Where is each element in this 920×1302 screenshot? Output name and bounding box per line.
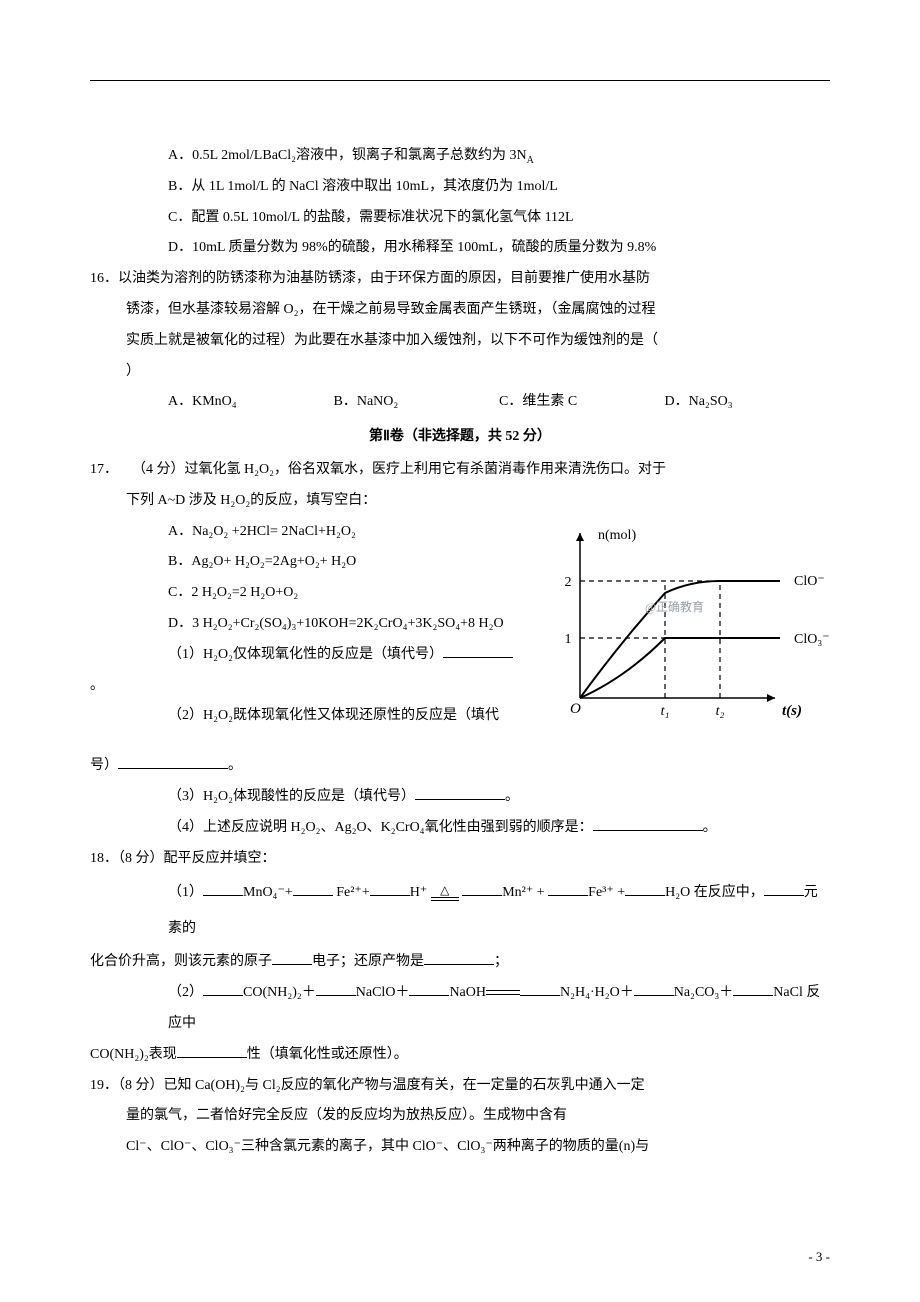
- q15-opt-b: B．从 1L 1mol/L 的 NaCl 溶液中取出 10mL，其浓度仍为 1m…: [168, 172, 830, 203]
- q19-num: 19．: [90, 1078, 118, 1093]
- q15-opt-c: C．配置 0.5L 10mol/L 的盐酸，需要标准状况下的氯化氢气体 112L: [168, 203, 830, 234]
- delta-eq-icon: △: [431, 884, 459, 901]
- q16-stem4: ）: [126, 357, 830, 388]
- q17-p2-line2: 号） 。: [90, 751, 830, 782]
- section2-title: 第Ⅱ卷（非选择题，共 52 分）: [90, 422, 830, 453]
- q17-p4b: 。: [703, 820, 717, 835]
- blank-icon: [316, 981, 356, 996]
- blank-icon: [424, 950, 494, 965]
- blank-icon: [177, 1043, 247, 1058]
- q16-opt-b: B．NaNO₂: [334, 387, 500, 418]
- q16-stem3: 实质上就是被氧化的过程）为此要在水基漆中加入缓蚀剂，以下不可作为缓蚀剂的是（: [126, 326, 830, 357]
- q19-l1: （8 分）已知 Ca(OH)₂与 Cl₂反应的氧化产物与温度有关，在一定量的石灰…: [118, 1078, 645, 1093]
- q18-l2b: CO(NH₂)₂＋: [243, 985, 316, 1000]
- blank-icon: [272, 950, 312, 965]
- q18-l2e: N₂H₄·H₂O＋: [560, 985, 634, 1000]
- q18-l2a: （2）: [168, 985, 203, 1000]
- q18-l1b: MnO₄⁻+: [243, 885, 293, 900]
- q17-num: 17．: [90, 462, 118, 477]
- blank-icon: [409, 981, 449, 996]
- chart-svg: 1 2 n(mol) ClO⁻ ClO₃⁻ t₁ t₂ t(s) O @正确教育: [550, 523, 830, 733]
- blank-icon: [203, 881, 243, 896]
- q15-opt-d: D．10mL 质量分数为 98%的硫酸，用水稀释至 100mL，硫酸的质量分数为…: [168, 233, 830, 264]
- q18-l1e: Mn²⁺ +: [502, 885, 548, 900]
- q18-l2f: Na₂CO₃＋: [674, 985, 734, 1000]
- q18-l1f: Fe³⁺ +: [588, 885, 625, 900]
- q17-p3a: （3）H₂O₂体现酸性的反应是（填代号）: [168, 789, 415, 804]
- q18-l1-line2c: ；: [494, 954, 508, 969]
- blank-icon: [462, 881, 502, 896]
- blank-icon: [548, 881, 588, 896]
- q18-num: 18．: [90, 851, 118, 866]
- chart-xtick-t1: t₁: [661, 704, 670, 719]
- q18-l1g: H₂O 在反应中，: [665, 885, 764, 900]
- q15-opt-a-sub: A: [527, 155, 534, 166]
- blank-icon: [370, 881, 410, 896]
- chart-ytick-1: 1: [565, 632, 572, 647]
- q16-stem2: 锈漆，但水基漆较易溶解 O₂，在干燥之前易导致金属表面产生锈斑，（金属腐蚀的过程: [126, 295, 830, 326]
- q18-l2-line2: CO(NH₂)₂表现 性（填氧化性或还原性）。: [90, 1040, 830, 1071]
- q18: 18．（8 分）配平反应并填空：: [90, 844, 830, 875]
- q18-l2-line2a: CO(NH₂)₂表现: [90, 1047, 177, 1062]
- q19-l3: Cl⁻、ClO⁻、ClO₃⁻三种含氯元素的离子，其中 ClO⁻、ClO₃⁻两种离…: [126, 1132, 830, 1163]
- blank-icon: [764, 881, 804, 896]
- q16: 16．以油类为溶剂的防锈漆称为油基防锈漆，由于环保方面的原因，目前要推广使用水基…: [90, 264, 830, 295]
- blank-icon: [733, 981, 773, 996]
- blank-icon: [118, 754, 228, 769]
- q16-opts: A．KMnO₄ B．NaNO₂ C．维生素 C D．Na₂SO₃: [168, 387, 830, 418]
- chart-origin: O: [570, 701, 581, 717]
- q17-p4: （4）上述反应说明 H₂O₂、Ag₂O、K₂CrO₄氧化性由强到弱的顺序是： 。: [168, 813, 830, 844]
- q18-l2c: NaClO＋: [356, 985, 410, 1000]
- q18-l1: （1） MnO₄⁻+ Fe²⁺+ H⁺ △ Mn²⁺ + Fe³⁺ + H₂O 在反应…: [168, 875, 830, 948]
- q18-l1-line2a: 化合价升高，则该元素的原子: [90, 954, 272, 969]
- blank-icon: [443, 643, 513, 658]
- q18-l2: （2）CO(NH₂)₂＋NaClO＋NaOHN₂H₄·H₂O＋Na₂CO₃＋Na…: [168, 978, 830, 1040]
- q17-p4a: （4）上述反应说明 H₂O₂、Ag₂O、K₂CrO₄氧化性由强到弱的顺序是：: [168, 820, 593, 835]
- blank-icon: [415, 785, 505, 800]
- q17-p3: （3）H₂O₂体现酸性的反应是（填代号） 。: [168, 782, 830, 813]
- chart-container: 1 2 n(mol) ClO⁻ ClO₃⁻ t₁ t₂ t(s) O @正确教育: [550, 523, 830, 746]
- q17-p2c: 。: [228, 758, 242, 773]
- q18-l1a: （1）: [168, 885, 203, 900]
- q15-opt-a-text: A．0.5L 2mol/LBaCl₂溶液中，钡离子和氯离子总数约为 3N: [168, 148, 527, 163]
- chart-xlabel: t(s): [782, 703, 802, 719]
- q16-opt-a: A．KMnO₄: [168, 387, 334, 418]
- blank-icon: [203, 981, 243, 996]
- q15-opt-a: A．0.5L 2mol/LBaCl₂溶液中，钡离子和氯离子总数约为 3NA: [168, 141, 830, 172]
- chart-ytick-2: 2: [565, 575, 572, 590]
- q16-num: 16．: [90, 271, 118, 286]
- chart-xtick-t2: t₂: [716, 704, 725, 719]
- q17-p2b: 号）: [90, 758, 118, 773]
- page-number: - 3 -: [808, 1243, 830, 1272]
- q18-l1-line2b: 电子；还原产物是: [312, 954, 424, 969]
- q17-p1a: （1）H₂O₂仅体现氧化性的反应是（填代号）: [168, 647, 443, 662]
- q16-opt-d: D．Na₂SO₃: [665, 387, 831, 418]
- q17-stem2: 下列 A~D 涉及 H₂O₂的反应，填写空白：: [126, 486, 830, 517]
- q17-p3b: 。: [505, 789, 519, 804]
- q18-l1-line2: 化合价升高，则该元素的原子 电子；还原产物是 ；: [90, 947, 830, 978]
- chart-series-clo: ClO⁻: [794, 574, 825, 589]
- q19: 19．（8 分）已知 Ca(OH)₂与 Cl₂反应的氧化产物与温度有关，在一定量…: [90, 1071, 830, 1102]
- chart-watermark: @正确教育: [645, 599, 704, 614]
- blank-icon: [625, 881, 665, 896]
- q17: 17． （4 分）过氧化氢 H₂O₂，俗名双氧水，医疗上利用它有杀菌消毒作用来清…: [90, 455, 830, 486]
- q16-opt-c: C．维生素 C: [499, 387, 665, 418]
- q18-l2d: NaOH: [449, 985, 486, 1000]
- blank-icon: [293, 881, 333, 896]
- chart-ylabel: n(mol): [598, 528, 636, 543]
- long-eq-icon: [486, 990, 520, 995]
- q19-l2: 量的氯气，二者恰好完全反应（发的反应均为放热反应）。生成物中含有: [126, 1101, 830, 1132]
- blank-icon: [520, 981, 560, 996]
- q17-stem1: （4 分）过氧化氢 H₂O₂，俗名双氧水，医疗上利用它有杀菌消毒作用来清洗伤口。…: [132, 462, 666, 477]
- q16-stem1: 以油类为溶剂的防锈漆称为油基防锈漆，由于环保方面的原因，目前要推广使用水基防: [118, 271, 650, 286]
- q18-l1c: Fe²⁺+: [333, 885, 370, 900]
- q18-l1d: H⁺: [410, 885, 428, 900]
- blank-icon: [634, 981, 674, 996]
- q18-l2-line2b: 性（填氧化性或还原性）。: [247, 1047, 408, 1062]
- chart-series-clo3: ClO₃⁻: [794, 632, 830, 647]
- blank-icon: [593, 816, 703, 831]
- q18-stem: （8 分）配平反应并填空：: [118, 851, 276, 866]
